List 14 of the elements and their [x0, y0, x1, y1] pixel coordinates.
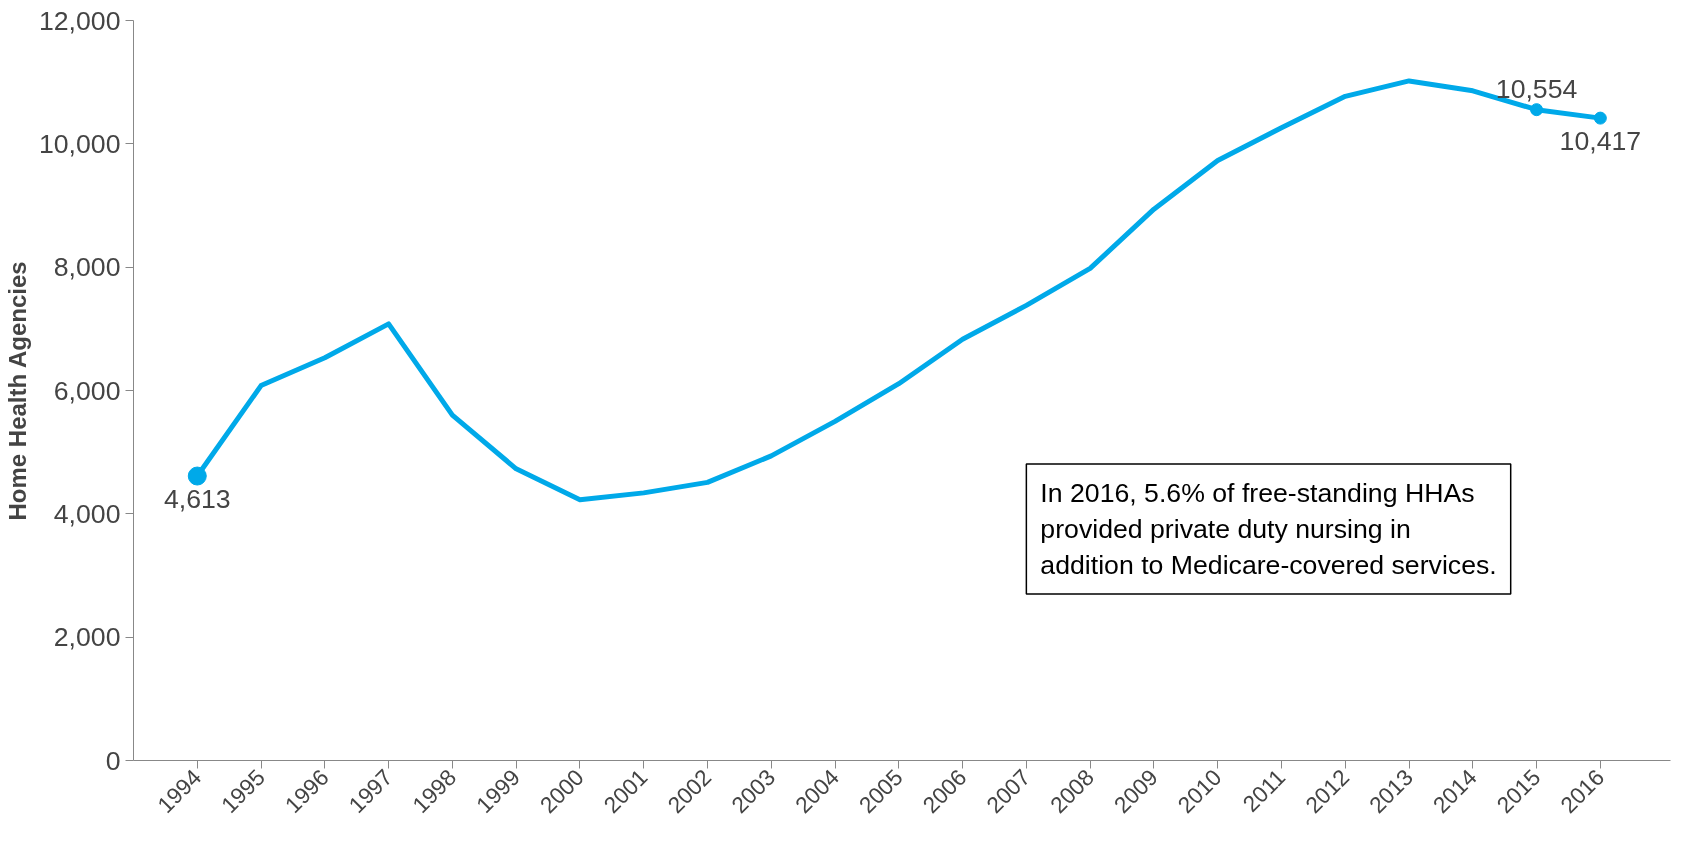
- y-tick-label: 4,000: [53, 498, 121, 529]
- y-tick-label: 8,000: [53, 252, 121, 283]
- y-axis-title: Home Health Agencies: [3, 261, 31, 521]
- y-tick-label: 0: [105, 745, 121, 776]
- data-label: 10,554: [1495, 73, 1578, 104]
- annotation: In 2016, 5.6% of free-standing HHAs provided private duty nursing in addition to Medicare-covered services.: [1040, 478, 1497, 580]
- y-tick-label: 10,000: [38, 128, 121, 159]
- y-tick-label: 6,000: [53, 375, 121, 406]
- data-label: 10,417: [1559, 126, 1642, 157]
- data-label: 4,613: [163, 484, 231, 515]
- point: [1593, 111, 1607, 125]
- y-tick-label: 12,000: [38, 5, 121, 36]
- y-tick-label: 2,000: [53, 622, 121, 653]
- point: [1530, 103, 1544, 117]
